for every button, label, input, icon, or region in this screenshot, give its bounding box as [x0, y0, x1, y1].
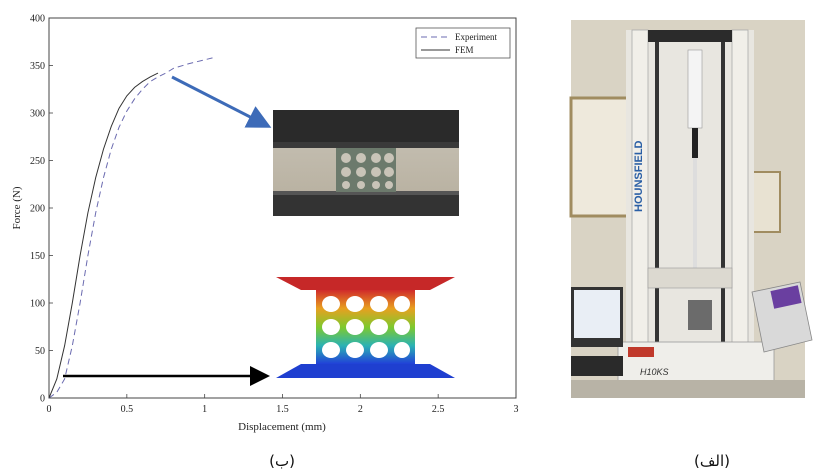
- x-tick-label: 1: [202, 404, 207, 415]
- load-cell: [687, 49, 703, 129]
- control-panel-screen: [770, 285, 802, 309]
- left-screw: [655, 36, 659, 356]
- x-tick-label: 3: [514, 404, 519, 415]
- x-axis-label: Displacement (mm): [238, 421, 326, 433]
- caption-right: (الف): [694, 452, 730, 470]
- specimen-rod: [693, 158, 697, 278]
- fem-bottom-plate: [276, 364, 455, 378]
- lower-grip: [688, 300, 712, 330]
- lower-platen: [273, 193, 459, 216]
- y-axis-label: Force (N): [11, 186, 23, 229]
- fem-top-plate: [276, 277, 455, 290]
- y-tick-label: 250: [30, 156, 45, 167]
- series-line-experiment: [48, 57, 213, 399]
- emergency-button: [628, 347, 654, 357]
- right-screw: [721, 36, 725, 356]
- caption-left: (ب): [269, 452, 295, 470]
- lattice-holes: [341, 153, 394, 189]
- model-label: H10KS: [640, 367, 669, 377]
- lower-platen-edge: [273, 191, 459, 195]
- y-tick-label: 150: [30, 251, 45, 262]
- upper-grip: [692, 128, 698, 158]
- y-tick-label: 50: [35, 346, 45, 357]
- upper-platen-edge: [273, 142, 459, 148]
- testing-machine-photo: H10KS HOUNSFIELD: [569, 20, 813, 398]
- x-tick-label: 0: [47, 404, 52, 415]
- moving-crosshead: [647, 267, 733, 289]
- right-column: [731, 29, 749, 361]
- arrow-to-photo: [171, 75, 272, 128]
- legend-box: [415, 27, 511, 59]
- y-tick-label: 100: [30, 299, 45, 310]
- x-tick-label: 1.5: [276, 404, 289, 415]
- y-tick-label: 300: [30, 109, 45, 120]
- y-tick-label: 400: [30, 14, 45, 25]
- brand-label: HOUNSFIELD: [633, 140, 645, 212]
- monitor-screen: [574, 290, 620, 338]
- fem-lattice-holes: [322, 296, 410, 358]
- inset-fem-model: [276, 277, 455, 378]
- x-tick-label: 0.5: [121, 404, 134, 415]
- y-tick-label: 350: [30, 61, 45, 72]
- series-line-fem: [48, 72, 159, 399]
- legend-label-fem: FEM: [455, 45, 474, 55]
- series-layer: [48, 57, 213, 399]
- y-tick-label: 200: [30, 204, 45, 215]
- legend: Experiment FEM: [415, 27, 511, 59]
- y-tick-label: 0: [40, 394, 45, 405]
- x-axis-ticks: 0 0.5 1 1.5 2 2.5 3: [47, 394, 519, 415]
- x-tick-label: 2: [358, 404, 363, 415]
- bench: [571, 380, 805, 398]
- x-tick-label: 2.5: [432, 404, 445, 415]
- inset-compression-photo: [273, 110, 459, 216]
- top-crosshead: [648, 30, 732, 42]
- notice-board: [569, 96, 633, 218]
- legend-label-experiment: Experiment: [455, 32, 497, 42]
- upper-platen: [273, 110, 459, 148]
- keyboard: [571, 356, 623, 376]
- y-axis-ticks: 0 50 100 150 200 250 300 350 400: [30, 14, 53, 405]
